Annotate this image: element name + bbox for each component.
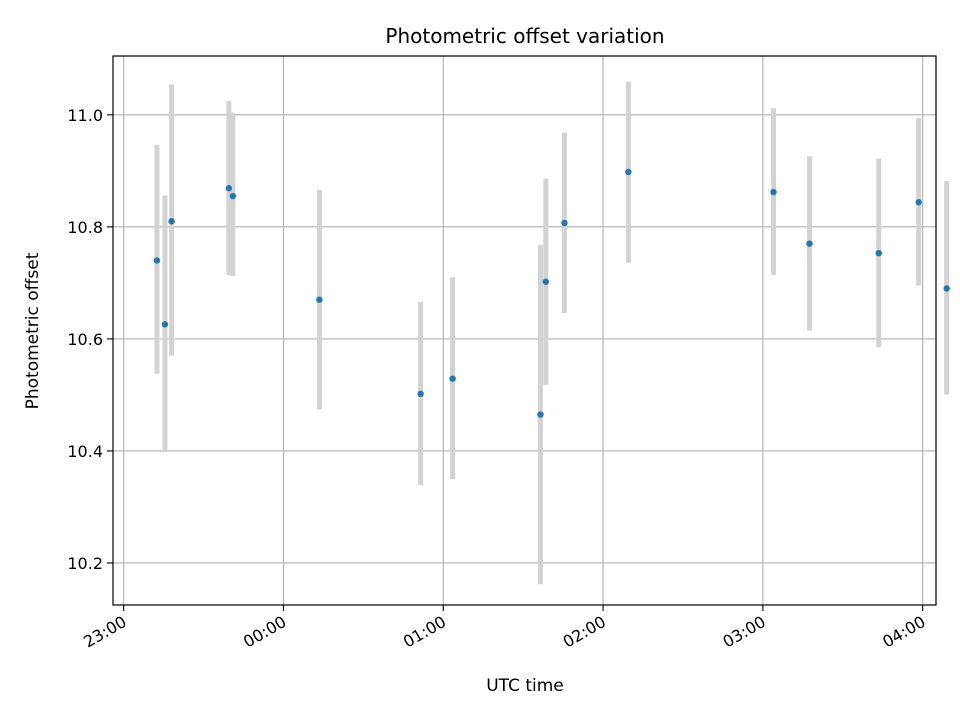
data-point (449, 375, 456, 382)
data-point (161, 321, 169, 328)
data-point (915, 199, 922, 206)
data-point (542, 278, 550, 285)
data-point (537, 411, 544, 418)
data-point (168, 218, 175, 225)
y-tick-label: 11.0 (67, 106, 103, 125)
data-point (806, 240, 813, 247)
y-tick-label: 10.6 (67, 330, 103, 349)
grid (113, 56, 936, 605)
data-point (225, 185, 233, 192)
data-points (153, 168, 950, 418)
data-point (561, 219, 568, 227)
data-point (229, 192, 237, 200)
data-point (625, 168, 632, 176)
x-axis-label: UTC time (486, 676, 564, 696)
y-tick-label: 10.8 (67, 218, 103, 237)
plot-frame (112, 55, 937, 606)
y-tick-label: 10.2 (67, 554, 103, 573)
chart-title: Photometric offset variation (385, 24, 664, 48)
data-point (875, 249, 882, 257)
data-point (417, 390, 424, 398)
data-point (770, 188, 777, 196)
data-point (316, 296, 323, 303)
y-tick-label: 10.4 (67, 442, 103, 461)
y-axis-label: Photometric offset (23, 252, 43, 409)
y-axis-ticks: 10.2 10.4 10.6 10.8 11.0 (67, 106, 113, 573)
data-point (153, 257, 161, 264)
data-point (943, 285, 950, 292)
